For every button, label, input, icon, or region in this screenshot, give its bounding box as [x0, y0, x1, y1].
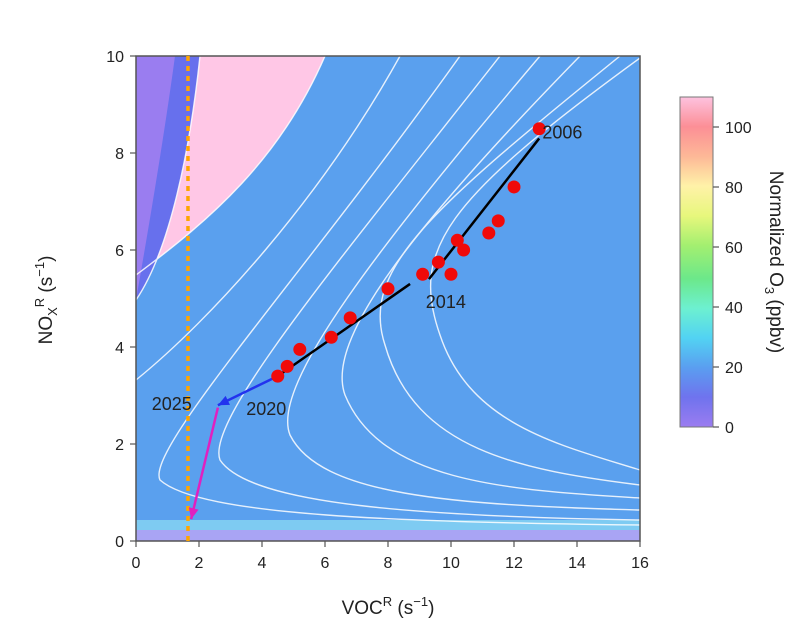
colorbar-title: Normalized O3 (ppbv) — [762, 171, 786, 354]
y-tick-label: 4 — [115, 340, 124, 357]
observation-point — [457, 243, 471, 257]
trend-line — [427, 137, 541, 280]
contour-band-low-2 — [136, 520, 640, 530]
colorbar-ticks: 0 20 40 60 80 100 — [713, 120, 752, 437]
observation-point — [431, 255, 445, 269]
chart-overlays: 2006 2014 2020 2025 — [152, 56, 582, 541]
contour-lines — [136, 56, 640, 526]
year-label: 2020 — [246, 399, 286, 419]
y-tick-label: 2 — [115, 437, 124, 454]
x-axis-title: VOCR (s−1) — [342, 594, 435, 619]
observation-point — [280, 359, 294, 373]
x-axis-ticks: 0 2 4 6 8 10 12 14 16 — [132, 541, 649, 572]
colorbar — [679, 96, 714, 428]
year-label: 2014 — [426, 292, 466, 312]
x-tick-label: 0 — [132, 555, 141, 572]
y-tick-label: 6 — [115, 243, 124, 260]
observation-point — [416, 267, 430, 281]
observation-point — [507, 180, 521, 194]
y-axis-ticks: 0 2 4 6 8 10 — [106, 49, 136, 551]
x-tick-label: 14 — [568, 555, 586, 572]
colorbar-tick-label: 60 — [725, 240, 743, 257]
x-tick-label: 4 — [258, 555, 267, 572]
x-tick-label: 8 — [384, 555, 393, 572]
y-axis-title: NOXR (s−1) — [32, 256, 60, 345]
contour-band-0 — [136, 56, 175, 300]
y-tick-label: 10 — [106, 49, 124, 66]
observation-point — [450, 233, 464, 247]
observation-point — [482, 226, 496, 240]
x-tick-label: 2 — [195, 555, 204, 572]
x-tick-label: 10 — [442, 555, 460, 572]
x-tick-label: 16 — [631, 555, 649, 572]
year-label: 2025 — [152, 394, 192, 414]
colorbar-tick-label: 80 — [725, 180, 743, 197]
projection-arrow-line — [189, 407, 220, 520]
projection-arrow-head — [188, 507, 199, 520]
observation-point — [532, 122, 546, 136]
x-tick-label: 6 — [321, 555, 330, 572]
x-tick-label: 12 — [505, 555, 523, 572]
observation-point — [444, 267, 458, 281]
observation-point — [343, 311, 357, 325]
y-tick-label: 8 — [115, 146, 124, 163]
colorbar-tick-label: 0 — [725, 420, 734, 437]
projection-arrow-head — [217, 395, 230, 406]
contour-band-20 — [136, 56, 640, 536]
observation-point — [293, 342, 307, 356]
observation-point — [324, 330, 338, 344]
projection-arrow-line — [217, 374, 279, 407]
observation-point — [491, 214, 505, 228]
observation-point — [381, 282, 395, 296]
colorbar-tick-label: 40 — [725, 300, 743, 317]
colorbar-tick-label: 20 — [725, 360, 743, 377]
observation-point — [271, 369, 285, 383]
trend-line — [277, 282, 411, 378]
year-label: 2006 — [542, 122, 582, 142]
y-tick-label: 0 — [115, 534, 124, 551]
contour-band-low — [136, 530, 640, 541]
colorbar-tick-label: 100 — [725, 120, 752, 137]
